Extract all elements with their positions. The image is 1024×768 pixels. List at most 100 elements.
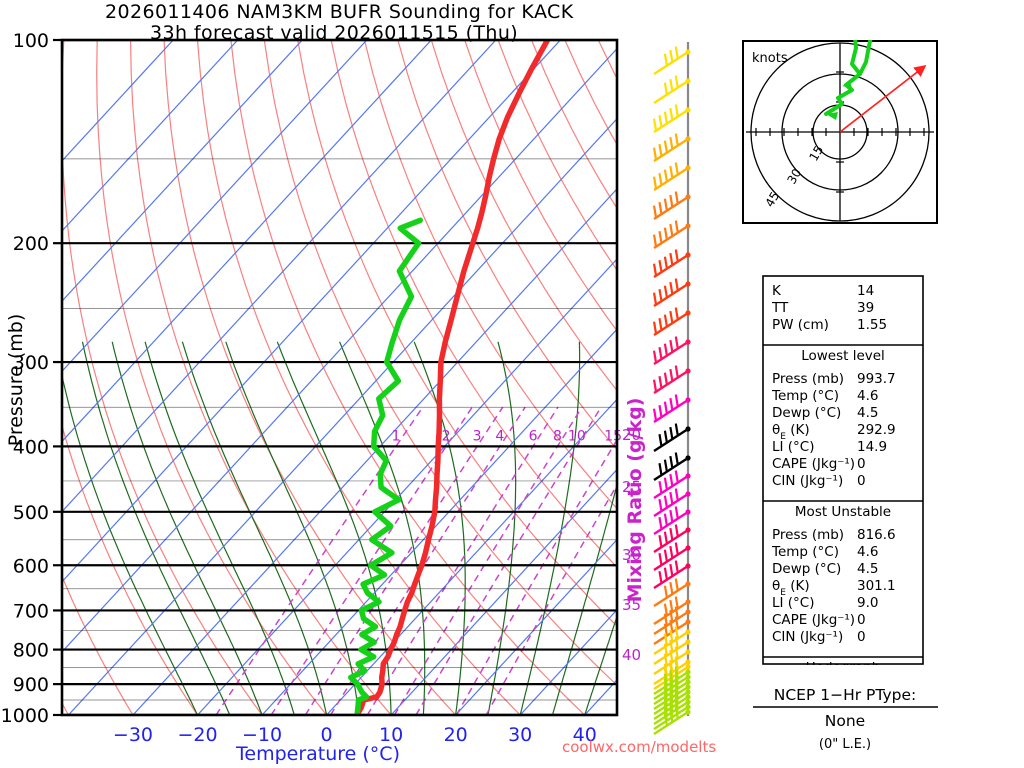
pressure-tick-label-200: 200 <box>13 233 49 255</box>
wind-barb <box>653 542 691 572</box>
pressure-tick-label-700: 700 <box>13 600 49 622</box>
lowest-5-value: 0 <box>857 456 866 472</box>
most-unstable-title: Most Unstable <box>795 504 891 520</box>
dry-adiabat-50 <box>263 40 617 687</box>
lowest-1-label: Temp (°C) <box>771 388 839 404</box>
mixing-ratio-label-8: 8 <box>553 428 562 444</box>
hodograph-ring-label-45: 45 <box>762 189 782 209</box>
storm-motion-vector <box>839 64 927 133</box>
isotherm--50 <box>62 47 617 653</box>
mu-1-value: 4.6 <box>857 544 878 560</box>
credit-label: coolwx.com/modelts <box>562 738 716 756</box>
mixing-ratio-label-10: 10 <box>568 428 586 444</box>
mixing-ratio-6 <box>366 406 559 715</box>
mixing-ratio-2 <box>270 406 473 715</box>
isotherm--80 <box>62 40 432 443</box>
dry-adiabat--20 <box>62 423 198 715</box>
index-top-0-value: 14 <box>857 283 874 299</box>
skewt-gridlines <box>0 40 617 715</box>
isotherm--30 <box>132 188 617 715</box>
isotherm-0 <box>326 398 617 715</box>
lowest-3-value: 292.9 <box>857 422 896 438</box>
pressure-tick-label-800: 800 <box>13 640 49 662</box>
mixing-ratio-label-15: 15 <box>604 428 622 444</box>
temperature-trace <box>355 40 551 715</box>
mu-5-value: 0 <box>857 612 866 628</box>
lowest-1-value: 4.6 <box>857 388 878 404</box>
lowest-5-label: CAPE (Jkg⁻¹) <box>772 456 855 472</box>
mixing-ratio-label-6: 6 <box>529 428 538 444</box>
temperature-axis: −30 −20 −10 0 10 20 30 40 <box>113 724 597 746</box>
mixing-ratio-label-4: 4 <box>495 428 504 444</box>
lowest-0-value: 993.7 <box>857 371 896 387</box>
wind-barb <box>653 452 691 482</box>
mixing-ratio-20 <box>485 483 617 715</box>
moist-adiabat-35 <box>551 482 617 715</box>
isotherm--70 <box>62 40 497 513</box>
mixing-ratio-side-label-35: 35 <box>622 596 641 614</box>
isotherm--90 <box>62 40 368 373</box>
mixing-ratio-side-label-40: 40 <box>622 646 641 664</box>
index-top-1-value: 39 <box>857 300 874 316</box>
dewpoint-trace <box>347 217 424 715</box>
hodograph-ring-label-30: 30 <box>784 166 804 186</box>
wind-barb <box>652 307 691 337</box>
hodograph-panel: knots 15 30 45 <box>742 40 938 224</box>
wind-barb <box>652 394 691 424</box>
dry-adiabat-20 <box>163 40 457 715</box>
moist-adiabat-25 <box>487 341 517 715</box>
wind-barb <box>652 365 691 395</box>
ptype-value: None <box>825 712 865 730</box>
wind-barb <box>652 249 691 279</box>
mixing-ratio-label-3: 3 <box>473 428 482 444</box>
isotherm--120 <box>62 40 174 162</box>
mu-2-label: Dewp (°C) <box>772 561 841 577</box>
mu-4-label: LI (°C) <box>772 595 815 611</box>
lowest-2-value: 4.5 <box>857 405 878 421</box>
lowest-level-title: Lowest level <box>801 348 885 364</box>
mixing-ratio-lines <box>215 406 617 715</box>
wind-barb <box>652 191 691 221</box>
isotherm--60 <box>62 40 561 583</box>
pressure-tick-label-600: 600 <box>13 555 49 577</box>
isotherm--20 <box>197 258 617 715</box>
lowest-4-value: 14.9 <box>857 439 887 455</box>
dry-adiabat--50 <box>0 40 4 715</box>
ptype-accumulation: (0" L.E.) <box>819 737 871 752</box>
pressure-tick-label-500: 500 <box>13 502 49 524</box>
page-title-line1: 2026011406 NAM3KM BUFR Sounding for KACK <box>105 1 574 23</box>
indices-table-border <box>762 275 924 665</box>
temperature-tick-label-30: 30 <box>508 724 532 746</box>
temperature-axis-label: Temperature (°C) <box>235 743 400 765</box>
temperature-tick-label--10: −10 <box>242 724 282 746</box>
isotherm--40 <box>68 117 617 715</box>
hodograph-arrow-icon <box>826 112 838 120</box>
temperature-tick-label-40: 40 <box>573 724 597 746</box>
isotherms <box>62 40 617 715</box>
lowest-4-label: LI (°C) <box>772 439 815 455</box>
pressure-tick-label-1000: 1000 <box>1 705 49 727</box>
mixing-ratio-15 <box>455 438 617 715</box>
wind-barb <box>653 75 691 105</box>
wind-barb-column <box>652 42 691 736</box>
isotherm-20 <box>455 538 617 715</box>
temperature-tick-label--30: −30 <box>113 724 153 746</box>
pressure-tick-label-900: 900 <box>13 674 49 696</box>
mu-6-label: CIN (Jkg⁻¹) <box>772 629 843 645</box>
mu-4-value: 9.0 <box>857 595 878 611</box>
hodograph-arrow2-icon <box>842 82 852 88</box>
mu-0-value: 816.6 <box>857 527 896 543</box>
isotherm-10 <box>390 468 617 715</box>
pressure-tick-label-100: 100 <box>13 30 49 52</box>
mu-2-value: 4.5 <box>857 561 878 577</box>
hodograph-units-label: knots <box>752 51 788 66</box>
hodograph-trace <box>850 40 873 76</box>
temperature-tick-label-20: 20 <box>444 724 468 746</box>
wind-barb <box>653 423 691 453</box>
lowest-6-value: 0 <box>857 473 866 489</box>
index-top-0-label: K <box>772 283 782 299</box>
ptype-title: NCEP 1−Hr PType: <box>774 686 916 704</box>
mixing-ratio-side-label-20: 20 <box>622 426 641 444</box>
mixing-ratio-8 <box>393 406 583 715</box>
